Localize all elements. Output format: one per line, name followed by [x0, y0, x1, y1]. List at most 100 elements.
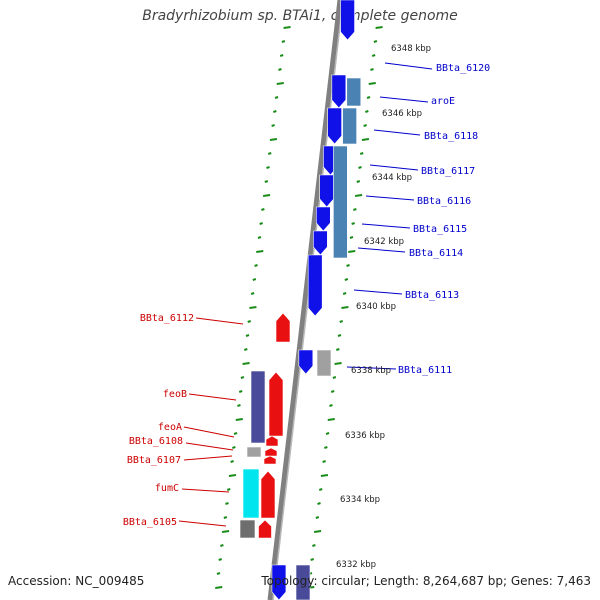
tick-left [243, 348, 248, 351]
tick-right [317, 502, 321, 505]
leader-line [183, 426, 235, 438]
forward-gene-arrow [327, 107, 342, 145]
tick-left [230, 460, 234, 463]
dark-grey-gene-box [239, 519, 256, 539]
tick-right [371, 54, 376, 57]
tick-left [259, 222, 263, 225]
tick-right [312, 544, 316, 547]
grey-gene-box [316, 349, 332, 377]
tick-left [257, 236, 262, 239]
tick-right [320, 474, 329, 477]
forward-gene-box [346, 77, 362, 107]
forward-gene-arrow [315, 206, 331, 232]
tick-right [322, 460, 326, 463]
gene-label-reverse: BBta_6112 [140, 313, 194, 324]
tick-left [228, 474, 237, 477]
reverse-gene-arrow [263, 455, 277, 465]
tick-left [271, 124, 275, 127]
scale-label: 6342 kbp [364, 237, 404, 247]
tick-left [252, 278, 257, 281]
leader-line [181, 488, 230, 493]
gene-label-forward: BBta_6118 [424, 131, 478, 142]
tick-right [368, 82, 376, 85]
reverse-gene-arrow [260, 470, 276, 519]
tick-left [235, 418, 243, 421]
leader-line [373, 129, 421, 136]
tick-right [373, 40, 378, 43]
forward-gene-arrow [313, 230, 328, 256]
tick-right [346, 264, 350, 267]
tick-left [276, 82, 284, 85]
leader-line [195, 317, 244, 325]
tick-left [218, 558, 222, 561]
leader-line [183, 455, 233, 461]
operon-gene-box [250, 370, 266, 444]
tick-right [358, 166, 362, 169]
tick-left [283, 26, 291, 29]
forward-gene-arrow [340, 0, 355, 41]
leader-line [346, 366, 397, 370]
reverse-gene-arrow [264, 447, 278, 457]
scale-label: 6334 kbp [340, 495, 380, 505]
reverse-gene-arrow [265, 435, 279, 447]
backbone-line [267, 0, 343, 600]
tick-left [221, 530, 230, 533]
gene-label-forward: BBta_6114 [409, 248, 463, 259]
tick-right [359, 152, 364, 155]
leader-line [357, 247, 406, 253]
forward-gene-arrow [319, 174, 334, 208]
operon-gene-box [295, 564, 311, 600]
scale-labels: 6348 kbp 6346 kbp 6344 kbp 6342 kbp 6340 kbp… [336, 44, 431, 570]
tick-right [375, 26, 383, 29]
tick-right [342, 292, 347, 295]
leader-line [353, 289, 403, 295]
tick-left [278, 68, 282, 71]
tick-right [332, 376, 337, 379]
leader-line [361, 223, 411, 229]
accession-text: Accession: NC_009485 [8, 574, 145, 588]
tick-right [341, 306, 349, 309]
tick-right [366, 96, 371, 99]
tick-left [242, 362, 250, 365]
scale-label: 6336 kbp [345, 431, 385, 441]
tick-right [363, 124, 367, 127]
tick-left [247, 320, 252, 323]
scale-label: 6332 kbp [336, 560, 376, 570]
reverse-gene-arrow [258, 519, 272, 539]
tick-left [245, 334, 250, 337]
tick-right [337, 334, 342, 337]
leader-line [379, 96, 429, 103]
forward-gene-arrow [307, 254, 323, 317]
tick-right [361, 138, 370, 141]
tick-right [348, 250, 356, 253]
tick-marks [215, 26, 383, 589]
tick-left [279, 54, 284, 57]
forward-gene-arrow [271, 564, 287, 600]
tick-right [354, 194, 363, 197]
forward-gene-box [333, 145, 348, 259]
tick-right [315, 516, 320, 519]
tick-left [264, 180, 269, 183]
forward-gene-box [342, 107, 357, 145]
tick-right [313, 530, 322, 533]
gene-label-reverse: BBta_6107 [127, 455, 181, 466]
gene-label-forward: BBta_6117 [421, 166, 475, 177]
tick-left [281, 40, 286, 43]
tick-left [223, 516, 228, 519]
gene-label-forward: BBta_6115 [413, 224, 467, 235]
tick-right [351, 222, 355, 225]
tick-left [262, 194, 271, 197]
leader-line [185, 442, 234, 451]
scale-label: 6340 kbp [356, 302, 396, 312]
tick-right [344, 278, 349, 281]
tick-left [237, 404, 241, 407]
leader-line [365, 195, 415, 201]
tick-left [232, 446, 236, 449]
tick-left [256, 250, 264, 253]
leader-line [178, 520, 227, 527]
tick-right [370, 68, 374, 71]
map-title: Bradyrhizobium sp. BTAi1, complete genom… [142, 8, 458, 24]
leader-line [384, 62, 433, 70]
gene-label-forward: BBta_6116 [417, 196, 471, 207]
